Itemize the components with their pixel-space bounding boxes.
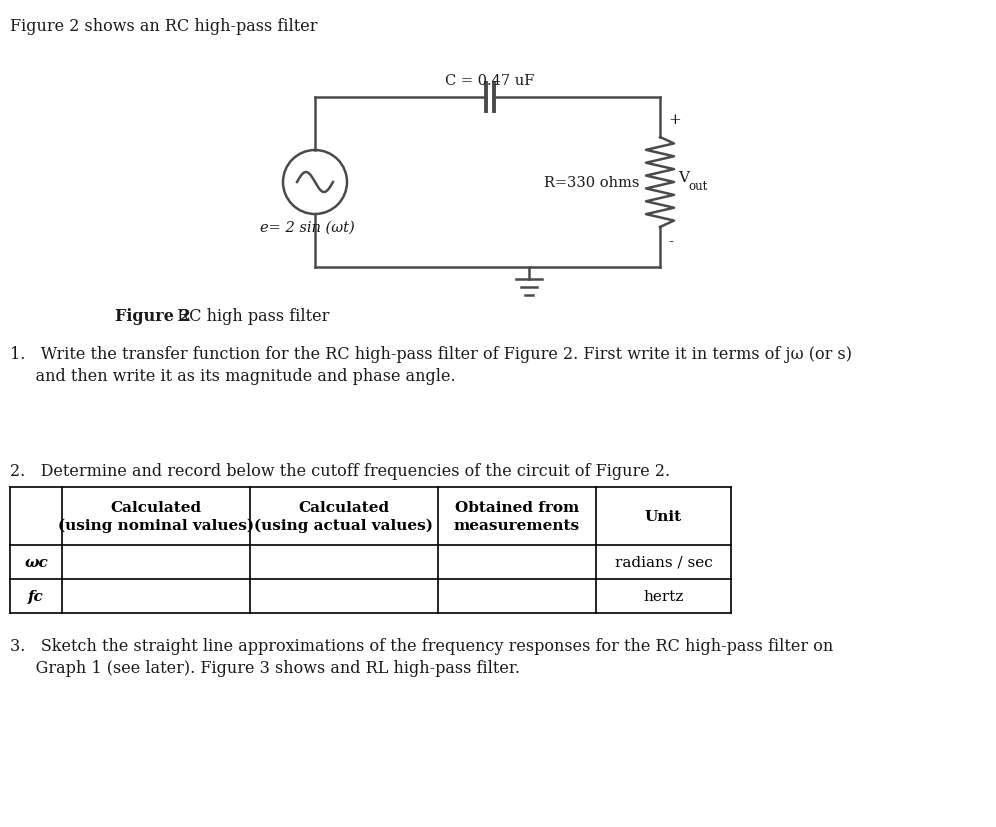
Text: RC high pass filter: RC high pass filter <box>172 308 330 325</box>
Text: V: V <box>678 171 689 184</box>
Text: Calculated
(using actual values): Calculated (using actual values) <box>255 500 433 533</box>
Text: Figure 2: Figure 2 <box>115 308 191 325</box>
Text: and then write it as its magnitude and phase angle.: and then write it as its magnitude and p… <box>10 367 455 385</box>
Text: 2.   Determine and record below the cutoff frequencies of the circuit of Figure : 2. Determine and record below the cutoff… <box>10 462 670 480</box>
Text: Calculated
(using nominal values): Calculated (using nominal values) <box>58 500 254 533</box>
Text: 3.   Sketch the straight line approximations of the frequency responses for the : 3. Sketch the straight line approximatio… <box>10 638 834 654</box>
Text: Obtained from
measurements: Obtained from measurements <box>454 500 580 533</box>
Text: 1.   Write the transfer function for the RC high-pass filter of Figure 2. First : 1. Write the transfer function for the R… <box>10 346 852 362</box>
Text: +: + <box>668 112 680 127</box>
Text: Unit: Unit <box>645 509 682 523</box>
Text: fc: fc <box>28 590 44 603</box>
Text: R=330 ohms: R=330 ohms <box>545 176 640 189</box>
Text: ωc: ωc <box>24 555 48 569</box>
Text: hertz: hertz <box>643 590 683 603</box>
Text: out: out <box>688 179 707 192</box>
Text: radians / sec: radians / sec <box>615 555 712 569</box>
Text: C = 0.47 uF: C = 0.47 uF <box>445 74 535 88</box>
Text: Graph 1 (see later). Figure 3 shows and RL high-pass filter.: Graph 1 (see later). Figure 3 shows and … <box>10 659 520 676</box>
Text: e= 2 sin (ωt): e= 2 sin (ωt) <box>260 221 355 235</box>
Text: Figure 2 shows an RC high-pass filter: Figure 2 shows an RC high-pass filter <box>10 18 318 35</box>
Text: -: - <box>668 235 673 249</box>
